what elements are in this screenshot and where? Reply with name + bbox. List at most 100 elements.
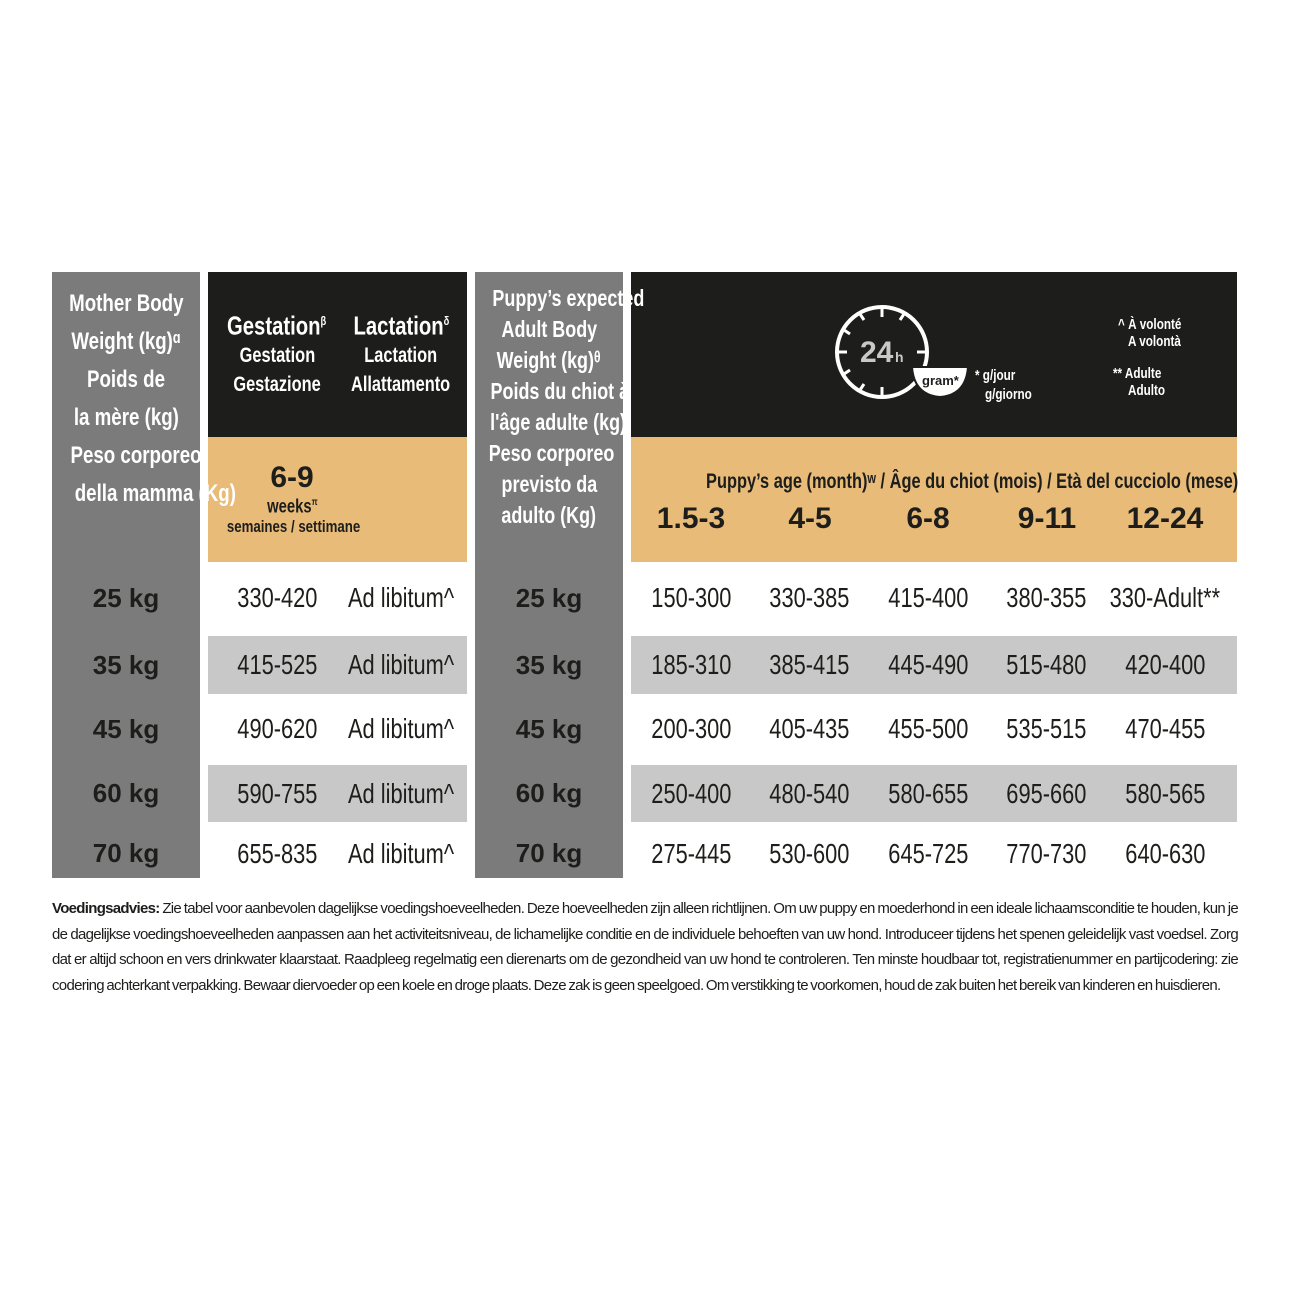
svg-text:gram*: gram*: [922, 373, 960, 388]
puppy-portion-cell: 405-435: [750, 700, 870, 758]
adult-legend: ** Adulte Adulto: [1113, 365, 1166, 399]
mother-weight-cell-text: 45 kg: [92, 713, 160, 744]
puppy-weight-cell: 60 kg: [475, 765, 623, 822]
row-band: [208, 636, 467, 694]
gestation-cell: 415-525: [212, 636, 342, 694]
puppy-portion-cell-text: 640-630: [1124, 837, 1206, 869]
puppy-portion-cell-text: 405-435: [769, 713, 850, 744]
puppy-portion-cell: 580-655: [868, 765, 988, 822]
puppy-portion-cell: 455-500: [868, 700, 988, 758]
puppy-portion-cell-text: 515-480: [1006, 649, 1087, 680]
puppy-portion-cell-text: 770-730: [1006, 837, 1087, 869]
lactation-cell-text: Ad libitum^: [347, 649, 455, 680]
gram-legend: * g/jour g/giorno: [975, 367, 1032, 403]
puppy-portion-cell-text: 275-445: [650, 837, 732, 869]
puppy-portion-cell: 385-415: [750, 636, 870, 694]
svg-text:24: 24: [860, 336, 894, 369]
puppy-portion-cell-text: 580-565: [1124, 777, 1206, 809]
row-band: [631, 765, 1237, 822]
age-header: [631, 437, 1237, 562]
puppy-weight-cell-text: 35 kg: [515, 649, 583, 680]
puppy-portion-cell: 640-630: [1105, 829, 1225, 878]
puppy-portion-cell: 515-480: [987, 636, 1107, 694]
puppy-portion-cell: 530-600: [750, 829, 870, 878]
gestation-lactation-header: [208, 272, 467, 437]
puppy-portion-cell-text: 415-400: [887, 582, 969, 613]
puppy-portion-cell: 770-730: [987, 829, 1107, 878]
puppy-portion-cell-text: 445-490: [887, 649, 969, 680]
gestation-cell-text: 490-620: [236, 713, 318, 744]
gestation-cell-text: 655-835: [236, 837, 318, 869]
row-band: [631, 636, 1237, 694]
puppy-weight-cell-text: 45 kg: [515, 713, 583, 744]
mother-weight-cell-text: 25 kg: [92, 582, 160, 613]
puppy-age-header: Puppy’s age (month)ʷ / Âge du chiot (moi…: [706, 470, 1239, 493]
puppy-weight-header: Puppy’s expected Adult Body Weight (kg)ᶿ…: [488, 285, 645, 528]
puppy-portion-cell: 445-490: [868, 636, 988, 694]
lactation-header: Lactationδ Lactation Allattamento: [351, 310, 451, 396]
puppy-portion-cell: 645-725: [868, 829, 988, 878]
puppy-portion-cell: 200-300: [631, 700, 751, 758]
gestation-cell: 655-835: [212, 829, 342, 878]
mother-weight-cell-text: 70 kg: [92, 838, 160, 868]
puppy-weight-cell: 70 kg: [475, 829, 623, 878]
mother-weight-cell: 35 kg: [52, 636, 200, 694]
puppy-portion-cell: 330-Adult**: [1105, 566, 1225, 630]
clock-24h-bowl-icon: 24 h gram*: [835, 305, 970, 399]
puppy-portion-cell-text: 250-400: [650, 777, 732, 809]
lactation-cell: Ad libitum^: [336, 636, 466, 694]
puppy-weight-cell-text: 25 kg: [515, 582, 583, 613]
gestation-cell: 590-755: [212, 765, 342, 822]
puppy-portion-cell: 380-355: [987, 566, 1107, 630]
lactation-cell-text: Ad libitum^: [347, 582, 455, 613]
puppy-weight-cell: 45 kg: [475, 700, 623, 758]
puppy-portion-cell-text: 150-300: [650, 582, 732, 613]
puppy-portion-cell-text: 695-660: [1006, 777, 1087, 809]
age-col: 6-8: [906, 502, 950, 535]
mother-weight-cell: 60 kg: [52, 765, 200, 822]
puppy-weight-cell: 35 kg: [475, 636, 623, 694]
mother-weight-cell: 25 kg: [52, 566, 200, 630]
feeding-advice-note: Voedingsadvies: Zie tabel voor aanbevole…: [52, 900, 1239, 994]
puppy-portion-cell-text: 330-Adult**: [1109, 582, 1221, 613]
lactation-cell: Ad libitum^: [336, 566, 466, 630]
weeks-header: [208, 437, 467, 562]
weeks-label: 6-9 weeksπ semaines / settimane: [226, 461, 361, 537]
lactation-cell: Ad libitum^: [336, 829, 466, 878]
puppy-weight-cell-text: 60 kg: [515, 778, 583, 808]
puppy-portion-cell-text: 330-385: [769, 582, 850, 613]
mother-weight-cell: 45 kg: [52, 700, 200, 758]
puppy-portion-cell-text: 580-655: [887, 777, 969, 809]
lactation-cell-text: Ad libitum^: [347, 777, 455, 809]
puppy-portion-cell: 275-445: [631, 829, 751, 878]
age-col: 9-11: [1017, 502, 1077, 535]
age-col: 1.5-3: [656, 502, 726, 535]
puppy-portion-cell: 415-400: [868, 566, 988, 630]
mother-weight-cell: 70 kg: [52, 829, 200, 878]
puppy-portion-cell-text: 380-355: [1006, 582, 1087, 613]
puppy-portion-cell: 695-660: [987, 765, 1107, 822]
lactation-cell-text: Ad libitum^: [347, 713, 455, 744]
age-col: 12-24: [1126, 502, 1204, 535]
gestation-cell-text: 415-525: [236, 649, 318, 680]
lactation-cell: Ad libitum^: [336, 700, 466, 758]
lactation-cell: Ad libitum^: [336, 765, 466, 822]
puppy-portion-cell-text: 420-400: [1124, 649, 1206, 680]
row-band: [208, 765, 467, 822]
mother-weight-header: Mother Body Weight (kg)ᵅ Poids de la mèr…: [68, 290, 236, 507]
puppy-weight-cell-text: 70 kg: [515, 838, 583, 868]
puppy-weight-cell: 25 kg: [475, 566, 623, 630]
puppy-portion-cell: 330-385: [750, 566, 870, 630]
mother-weight-cell-text: 35 kg: [92, 649, 160, 680]
puppy-portion-cell: 185-310: [631, 636, 751, 694]
puppy-portion-cell: 150-300: [631, 566, 751, 630]
mother-weight-cell-text: 60 kg: [92, 778, 160, 808]
puppy-portion-cell: 470-455: [1105, 700, 1225, 758]
puppy-portion-cell-text: 185-310: [650, 649, 732, 680]
puppy-portion-cell-text: 385-415: [769, 649, 850, 680]
icon-header: [631, 272, 1237, 437]
svg-text:h: h: [895, 349, 904, 365]
gestation-cell-text: 330-420: [236, 582, 318, 613]
puppy-portion-cell-text: 470-455: [1124, 713, 1206, 744]
puppy-portion-cell: 580-565: [1105, 765, 1225, 822]
